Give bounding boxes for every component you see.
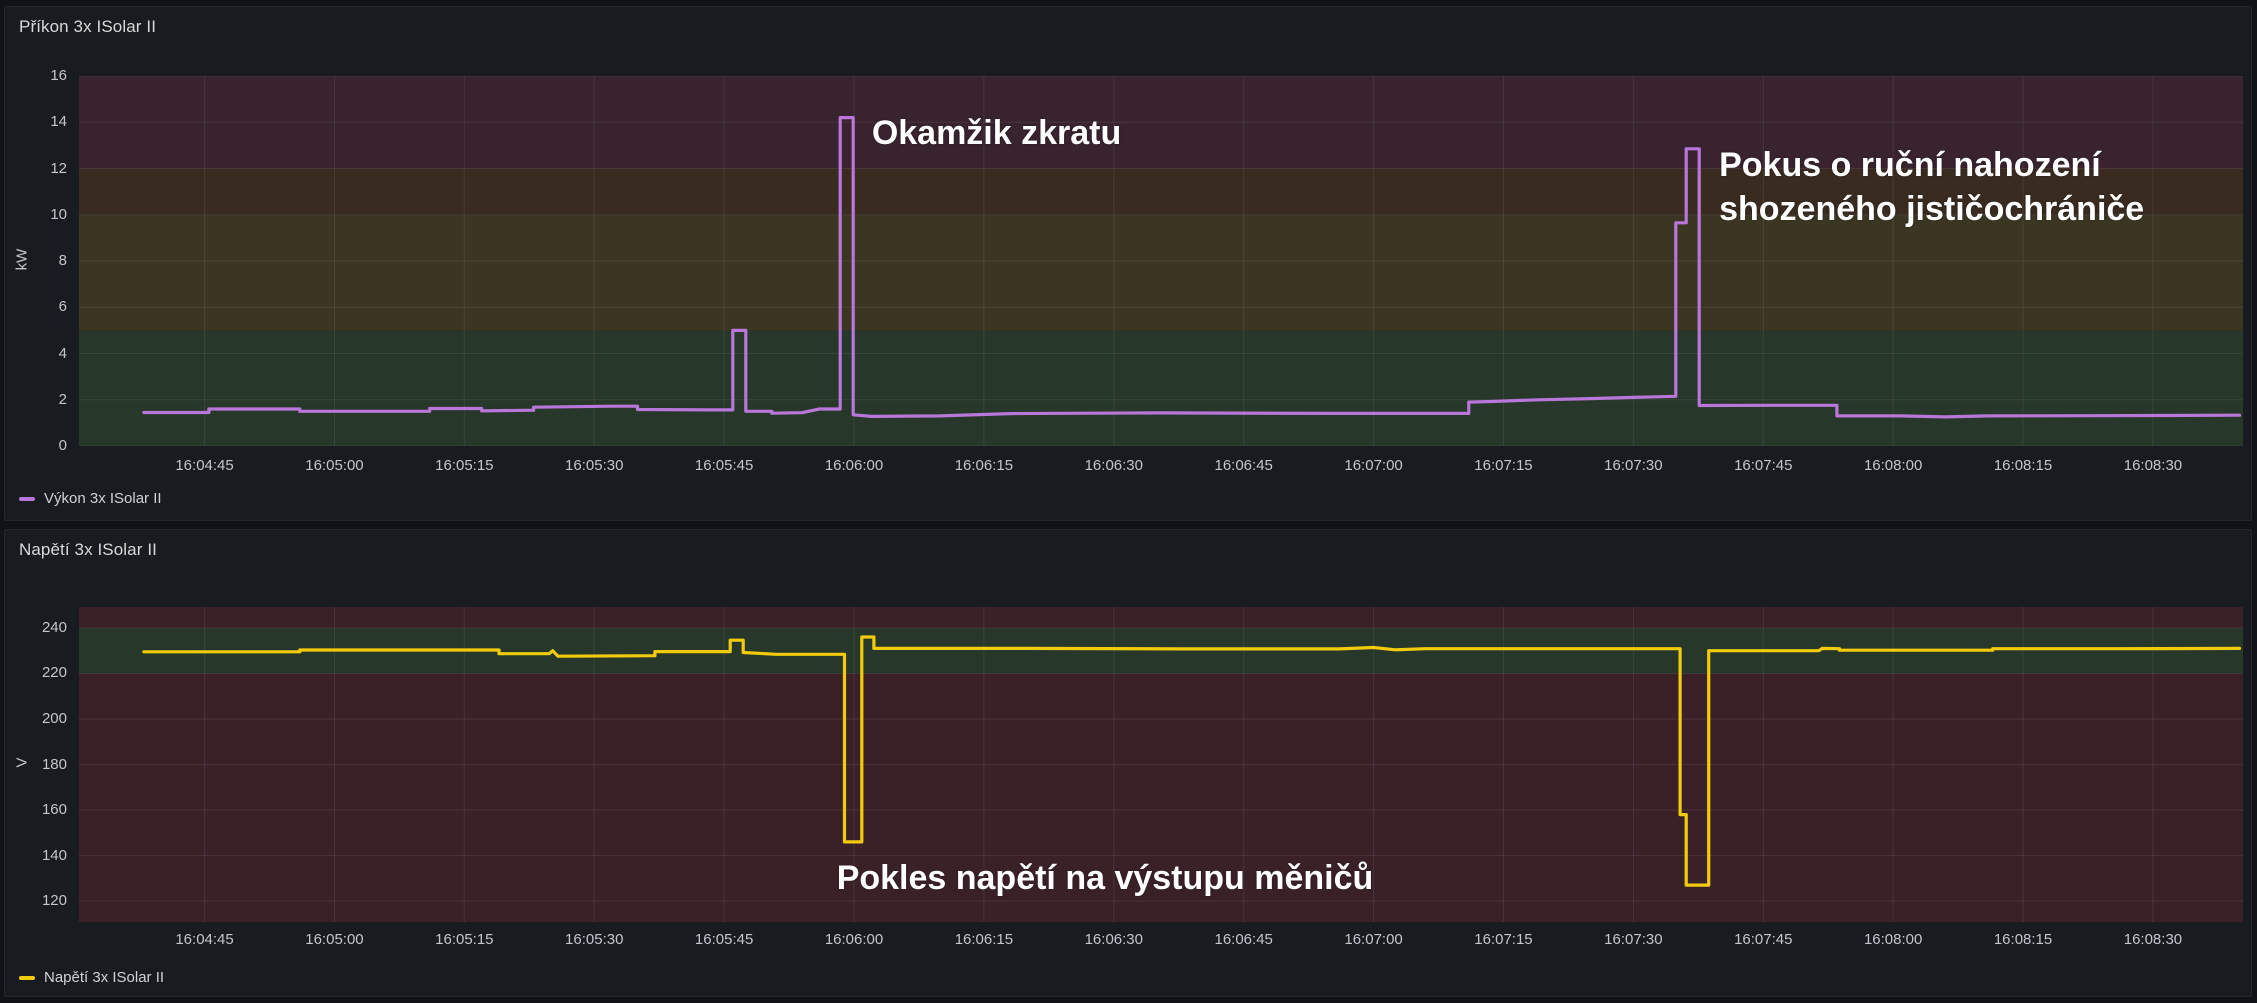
- x-tick-label: 16:05:30: [565, 931, 624, 948]
- x-tick-label: 16:06:15: [954, 931, 1014, 948]
- y-tick-label: 14: [50, 113, 67, 131]
- legend-label-vykon[interactable]: Výkon 3x ISolar II: [44, 490, 162, 507]
- x-tick-label: 16:07:45: [1734, 457, 1793, 474]
- x-tick-label: 16:08:15: [1993, 931, 2053, 948]
- x-tick-label: 16:06:30: [1084, 457, 1143, 474]
- x-tick-label: 16:08:30: [2123, 457, 2183, 474]
- x-tick-label: 16:07:15: [1474, 931, 1533, 948]
- voltage-chart-plot[interactable]: Pokles napětí na výstupu měničů: [79, 607, 2243, 922]
- legend-label-napeti[interactable]: Napětí 3x ISolar II: [44, 969, 165, 986]
- voltage-chart-svg: [79, 607, 2243, 922]
- power-chart-svg: [79, 76, 2243, 446]
- y-tick-label: 140: [41, 846, 67, 864]
- x-tick-label: 16:06:00: [824, 457, 884, 474]
- panel-title-napeti[interactable]: Napětí 3x ISolar II: [19, 540, 157, 559]
- x-tick-label: 16:08:30: [2123, 931, 2183, 948]
- x-tick-label: 16:05:45: [694, 457, 754, 474]
- y-axis-voltage: 120 140 160 180 200 220 240: [5, 607, 71, 922]
- y-tick-label: 240: [41, 618, 67, 636]
- threshold-band: [79, 214, 2243, 331]
- x-tick-label: 16:05:00: [305, 931, 364, 948]
- x-tick-label: 16:08:00: [1863, 457, 1923, 474]
- x-tick-label: 16:06:45: [1214, 931, 1273, 948]
- x-tick-label: 16:05:15: [435, 457, 494, 474]
- legend-power: Výkon 3x ISolar II: [19, 490, 162, 507]
- series-line: [142, 635, 2242, 887]
- panel-napeti: Napětí 3x ISolar II V 120 140 160 180 200 220…: [4, 529, 2252, 997]
- x-axis-voltage: 16:04:45 16:05:00 16:05:15 16:05:30 16:05:45…: [79, 930, 2243, 950]
- y-tick-label: 180: [41, 755, 67, 773]
- threshold-band: [79, 673, 2243, 922]
- chart-annotation: Okamžik zkratu: [871, 113, 1122, 152]
- y-tick-label: 12: [50, 159, 67, 177]
- y-tick-label: 220: [41, 664, 67, 682]
- y-tick-label: 2: [58, 390, 67, 408]
- legend-voltage: Napětí 3x ISolar II: [19, 969, 164, 986]
- y-axis-power: 0 2 4 6 8 10 12 14 16: [5, 67, 71, 454]
- y-tick-label: 160: [41, 801, 67, 819]
- x-tick-label: 16:05:30: [565, 457, 624, 474]
- x-tick-label: 16:07:00: [1344, 931, 1403, 948]
- x-tick-label: 16:05:00: [305, 457, 364, 474]
- x-tick-label: 16:07:30: [1604, 931, 1663, 948]
- y-tick-label: 6: [58, 298, 67, 316]
- y-tick-label: 120: [41, 892, 67, 910]
- y-tick-label: 0: [58, 437, 67, 454]
- x-tick-label: 16:04:45: [175, 457, 234, 474]
- panel-title-prikon[interactable]: Příkon 3x ISolar II: [19, 17, 157, 36]
- panel-prikon: Příkon 3x ISolar II kW 0 2 4 6 8 10 12 14 16 Oka…: [4, 6, 2252, 521]
- legend-marker-napeti: [19, 975, 35, 980]
- x-tick-label: 16:06:30: [1084, 931, 1143, 948]
- power-chart-plot[interactable]: Okamžik zkratu Pokus o ruční nahození sho…: [79, 76, 2243, 446]
- y-tick-label: 8: [58, 252, 67, 269]
- x-tick-label: 16:08:15: [1993, 457, 2053, 474]
- x-tick-label: 16:06:15: [954, 457, 1014, 474]
- x-tick-label: 16:06:45: [1214, 457, 1273, 474]
- x-tick-label: 16:07:00: [1344, 457, 1403, 474]
- x-tick-label: 16:07:15: [1474, 457, 1533, 474]
- chart-annotation: Pokus o ruční nahození shozeného jističo…: [1719, 146, 2145, 229]
- x-tick-label: 16:08:00: [1863, 931, 1923, 948]
- threshold-band: [79, 607, 2243, 628]
- threshold-band: [79, 168, 2243, 215]
- y-tick-label: 200: [41, 709, 67, 727]
- legend-marker-vykon: [19, 496, 35, 501]
- x-tick-label: 16:07:30: [1604, 457, 1663, 474]
- x-tick-label: 16:04:45: [175, 931, 234, 948]
- y-tick-label: 10: [50, 205, 67, 223]
- x-tick-label: 16:05:15: [435, 931, 494, 948]
- series-line: [142, 115, 2242, 419]
- x-tick-label: 16:06:00: [824, 931, 884, 948]
- x-tick-label: 16:05:45: [694, 931, 754, 948]
- x-tick-label: 16:07:45: [1734, 931, 1793, 948]
- x-axis-power: 16:04:45 16:05:00 16:05:15 16:05:30 16:05:45…: [79, 456, 2243, 476]
- chart-annotation: Pokles napětí na výstupu měničů: [836, 859, 1374, 898]
- threshold-band: [79, 76, 2243, 169]
- threshold-band: [79, 330, 2243, 446]
- y-tick-label: 4: [58, 344, 67, 362]
- y-tick-label: 16: [50, 67, 67, 84]
